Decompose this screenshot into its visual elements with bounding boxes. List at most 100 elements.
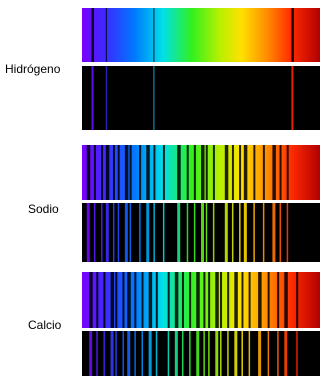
absorption-line bbox=[263, 145, 265, 200]
emission-line bbox=[118, 203, 120, 262]
absorption-line bbox=[203, 272, 205, 328]
emission-line bbox=[220, 331, 222, 376]
emission-line bbox=[113, 203, 115, 262]
emission-line bbox=[258, 331, 261, 376]
absorption-line bbox=[92, 8, 95, 62]
emission-line bbox=[153, 66, 154, 130]
emission-line bbox=[122, 331, 124, 376]
absorption-line bbox=[149, 272, 153, 328]
absorption-line bbox=[94, 145, 96, 200]
absorption-line bbox=[213, 145, 215, 200]
absorption-line bbox=[296, 272, 298, 328]
absorption-line bbox=[101, 145, 103, 200]
emission-line bbox=[244, 203, 247, 262]
emission-line bbox=[234, 331, 237, 376]
emission-line bbox=[284, 331, 287, 376]
emission-line bbox=[139, 203, 141, 262]
absorption-line bbox=[220, 272, 222, 328]
absorption-line bbox=[153, 145, 155, 200]
emission-line bbox=[156, 331, 158, 376]
emission-line bbox=[203, 331, 205, 376]
emission-line bbox=[175, 331, 178, 376]
emission-line bbox=[168, 331, 170, 376]
emission-line bbox=[213, 203, 215, 262]
emission-line bbox=[134, 331, 136, 376]
emission-line bbox=[227, 331, 229, 376]
absorption-line bbox=[125, 145, 129, 200]
emission-line bbox=[253, 203, 255, 262]
absorption-line bbox=[142, 272, 144, 328]
emission-line bbox=[127, 331, 130, 376]
emission-line bbox=[206, 203, 208, 262]
emission-line bbox=[249, 331, 251, 376]
absorption-spectrum bbox=[82, 8, 320, 62]
absorption-line bbox=[225, 145, 229, 200]
page: Hidrógeno Sodio Calcio (() => { const da… bbox=[0, 0, 323, 380]
emission-line bbox=[194, 203, 196, 262]
emission-line bbox=[92, 66, 94, 130]
absorption-line bbox=[115, 272, 117, 328]
emission-line bbox=[153, 203, 155, 262]
absorption-line bbox=[130, 145, 132, 200]
emission-line bbox=[201, 203, 204, 262]
absorption-line bbox=[163, 145, 165, 200]
emission-line bbox=[146, 203, 149, 262]
emission-line bbox=[177, 203, 180, 262]
emission-line bbox=[232, 203, 234, 262]
absorption-line bbox=[280, 145, 282, 200]
absorption-line bbox=[253, 145, 255, 200]
emission-line bbox=[163, 203, 165, 262]
absorption-line bbox=[96, 272, 98, 328]
absorption-line bbox=[146, 145, 150, 200]
emission-line bbox=[277, 331, 279, 376]
emission-line bbox=[106, 203, 109, 262]
emission-line bbox=[225, 203, 228, 262]
absorption-line bbox=[232, 145, 234, 200]
spectra bbox=[82, 8, 320, 376]
absorption-line bbox=[215, 272, 219, 328]
element-label: Calcio bbox=[28, 318, 62, 332]
absorption-line bbox=[234, 272, 238, 328]
absorption-line bbox=[182, 272, 184, 328]
absorption-line bbox=[201, 145, 205, 200]
absorption-line bbox=[291, 8, 294, 62]
absorption-line bbox=[87, 145, 91, 200]
emission-line bbox=[208, 331, 210, 376]
emission-line bbox=[239, 203, 241, 262]
absorption-line bbox=[249, 272, 251, 328]
emission-line bbox=[125, 203, 128, 262]
absorption-line bbox=[118, 145, 120, 200]
emission-line bbox=[196, 331, 199, 376]
absorption-line bbox=[175, 272, 179, 328]
emission-line bbox=[241, 331, 243, 376]
absorption-line bbox=[89, 272, 93, 328]
emission-line bbox=[130, 203, 132, 262]
absorption-line bbox=[194, 145, 196, 200]
absorption-line bbox=[156, 272, 158, 328]
emission-line bbox=[187, 203, 189, 262]
emission-line bbox=[268, 331, 270, 376]
emission-line bbox=[182, 331, 184, 376]
absorption-line bbox=[196, 272, 200, 328]
emission-line bbox=[215, 331, 218, 376]
absorption-line bbox=[227, 272, 229, 328]
emission-line bbox=[106, 66, 107, 130]
absorption-line bbox=[122, 272, 124, 328]
emission-line bbox=[280, 203, 282, 262]
absorption-line bbox=[153, 8, 154, 62]
emission-line bbox=[103, 331, 105, 376]
emission-line bbox=[87, 203, 90, 262]
emission-line bbox=[296, 331, 298, 376]
absorption-line bbox=[258, 272, 262, 328]
absorption-line bbox=[111, 272, 115, 328]
absorption-line bbox=[208, 272, 210, 328]
emission-line bbox=[272, 203, 275, 262]
absorption-line bbox=[113, 145, 115, 200]
absorption-line bbox=[268, 272, 270, 328]
absorption-line bbox=[187, 145, 189, 200]
absorption-line bbox=[244, 145, 248, 200]
absorption-line bbox=[189, 272, 191, 328]
emission-line bbox=[101, 203, 103, 262]
absorption-line bbox=[127, 272, 131, 328]
absorption-line bbox=[134, 272, 136, 328]
